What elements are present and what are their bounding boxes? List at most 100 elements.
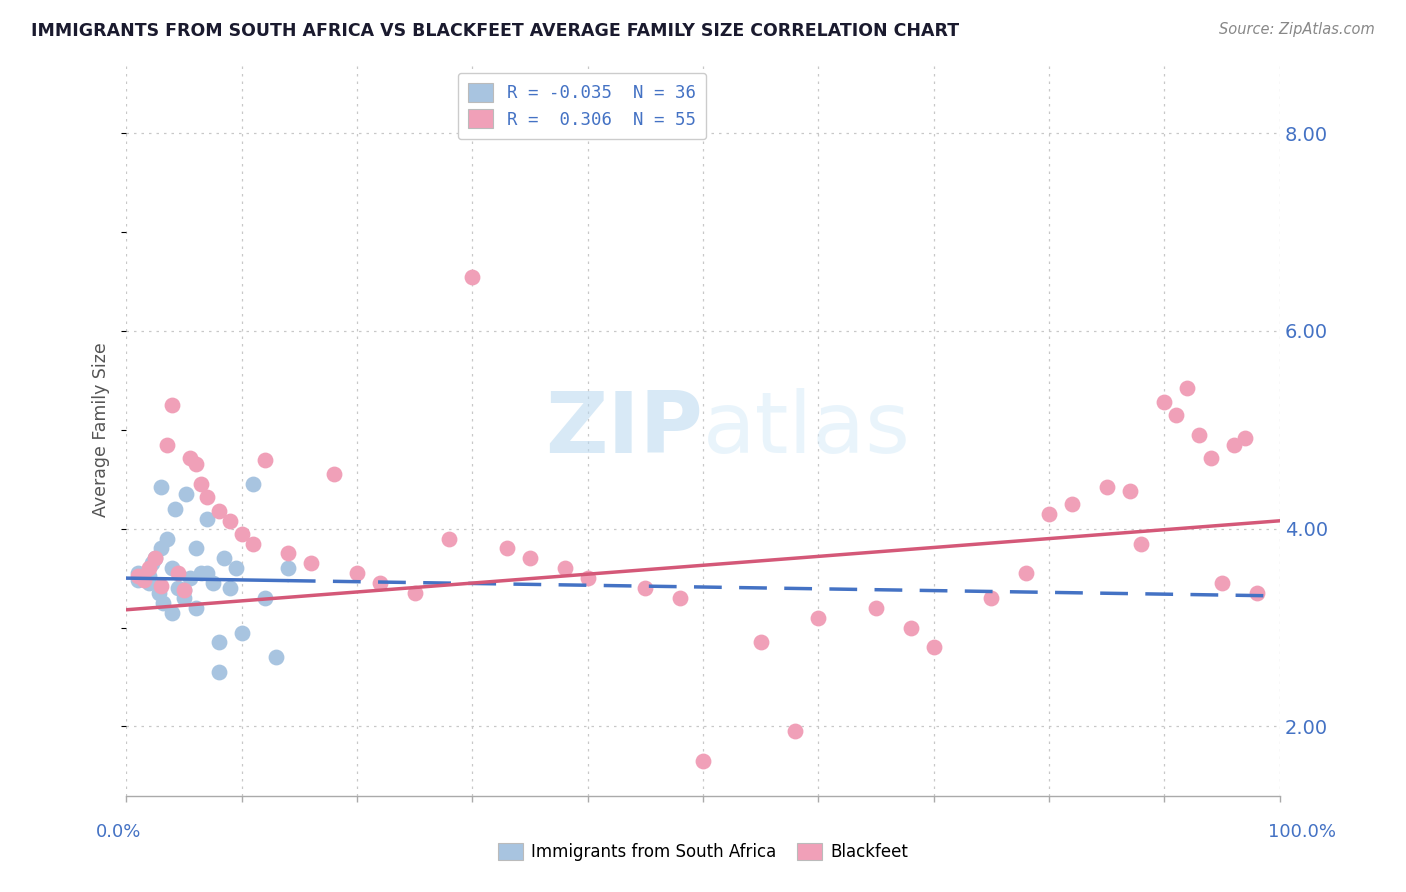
Point xyxy=(156,438,179,452)
Point xyxy=(242,536,264,550)
Point xyxy=(980,591,1002,605)
Text: IMMIGRANTS FROM SOUTH AFRICA VS BLACKFEET AVERAGE FAMILY SIZE CORRELATION CHART: IMMIGRANTS FROM SOUTH AFRICA VS BLACKFEE… xyxy=(31,22,959,40)
Point xyxy=(173,582,195,597)
Point xyxy=(174,487,197,501)
Point xyxy=(152,596,174,610)
Point xyxy=(127,569,149,583)
Point xyxy=(219,581,242,595)
Point xyxy=(231,526,253,541)
Text: atlas: atlas xyxy=(703,388,911,471)
Point xyxy=(162,398,184,412)
Point xyxy=(225,561,247,575)
Point xyxy=(162,606,184,620)
Point xyxy=(149,579,172,593)
Point xyxy=(207,504,229,518)
Point xyxy=(190,477,212,491)
Point xyxy=(201,576,224,591)
Point xyxy=(900,621,922,635)
Point xyxy=(253,452,276,467)
Point xyxy=(346,566,368,581)
Text: 0.0%: 0.0% xyxy=(96,823,141,841)
Point xyxy=(219,514,242,528)
Point xyxy=(1015,566,1038,581)
Point xyxy=(138,569,160,583)
Point xyxy=(749,635,772,649)
Point xyxy=(669,591,692,605)
Point xyxy=(1246,586,1268,600)
Point xyxy=(156,532,179,546)
Point xyxy=(214,551,236,566)
Point xyxy=(148,586,170,600)
Point xyxy=(322,467,344,482)
Point xyxy=(299,557,322,571)
Point xyxy=(138,576,160,591)
Y-axis label: Average Family Size: Average Family Size xyxy=(93,343,110,517)
Point xyxy=(127,566,149,581)
Point xyxy=(1038,507,1060,521)
Point xyxy=(132,571,155,585)
Point xyxy=(162,561,184,575)
Point xyxy=(496,541,519,556)
Point xyxy=(167,566,190,581)
Point xyxy=(253,591,276,605)
Text: ZIP: ZIP xyxy=(546,388,703,471)
Point xyxy=(195,512,218,526)
Point xyxy=(195,490,218,504)
Point xyxy=(173,582,195,597)
Point xyxy=(190,566,212,581)
Legend: Immigrants from South Africa, Blackfeet: Immigrants from South Africa, Blackfeet xyxy=(492,836,914,868)
Point xyxy=(865,600,887,615)
Point xyxy=(692,754,714,768)
Point xyxy=(138,561,160,575)
Point xyxy=(1153,395,1175,409)
Point xyxy=(143,551,166,566)
Point xyxy=(173,591,195,605)
Point xyxy=(1062,497,1084,511)
Point xyxy=(1164,408,1187,422)
Point xyxy=(184,541,207,556)
Point xyxy=(922,640,945,655)
Point xyxy=(1211,576,1233,591)
Point xyxy=(132,573,155,587)
Point xyxy=(634,581,657,595)
Point xyxy=(277,561,299,575)
Point xyxy=(1119,484,1142,499)
Point xyxy=(207,665,229,679)
Point xyxy=(184,600,207,615)
Point xyxy=(277,546,299,560)
Point xyxy=(163,502,186,516)
Point xyxy=(127,573,149,587)
Point xyxy=(1188,427,1211,442)
Point xyxy=(195,566,218,581)
Point xyxy=(242,477,264,491)
Point xyxy=(1222,438,1244,452)
Point xyxy=(554,561,576,575)
Point xyxy=(141,557,163,571)
Point xyxy=(149,541,172,556)
Legend: R = -0.035  N = 36, R =  0.306  N = 55: R = -0.035 N = 36, R = 0.306 N = 55 xyxy=(458,73,706,139)
Point xyxy=(576,571,599,585)
Point xyxy=(149,480,172,494)
Point xyxy=(1130,536,1153,550)
Point xyxy=(461,269,484,284)
Text: 100.0%: 100.0% xyxy=(1268,823,1336,841)
Text: Source: ZipAtlas.com: Source: ZipAtlas.com xyxy=(1219,22,1375,37)
Point xyxy=(807,610,830,624)
Point xyxy=(368,576,391,591)
Point xyxy=(264,650,287,665)
Point xyxy=(1199,450,1222,465)
Point xyxy=(1234,431,1257,445)
Point xyxy=(179,571,201,585)
Point xyxy=(785,724,807,739)
Point xyxy=(143,551,166,566)
Point xyxy=(167,581,190,595)
Point xyxy=(519,551,541,566)
Point xyxy=(439,532,461,546)
Point xyxy=(1095,480,1118,494)
Point xyxy=(1177,381,1199,395)
Point xyxy=(179,450,201,465)
Point xyxy=(207,635,229,649)
Point xyxy=(404,586,426,600)
Point xyxy=(184,458,207,472)
Point xyxy=(231,625,253,640)
